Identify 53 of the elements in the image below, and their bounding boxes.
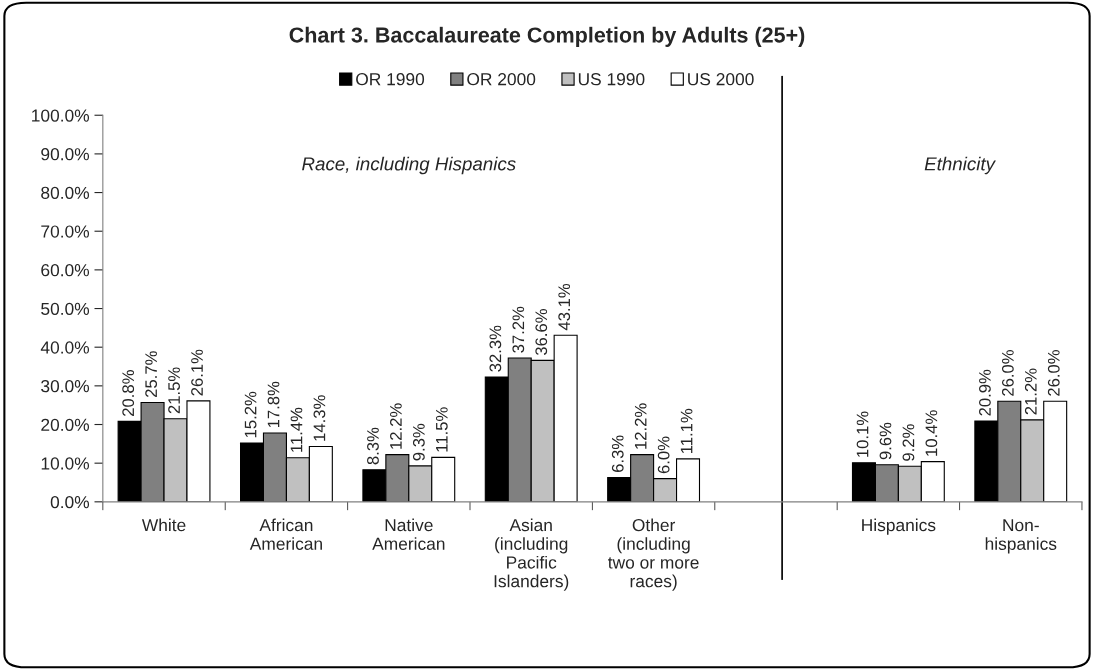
x-tick-label: White bbox=[141, 518, 186, 532]
data-label: 21.5% bbox=[168, 367, 180, 414]
y-tick-label: 60.0% bbox=[41, 264, 90, 277]
data-label: 26.1% bbox=[191, 349, 203, 396]
data-label: 20.9% bbox=[979, 369, 991, 416]
data-label: 15.2% bbox=[244, 391, 257, 438]
x-tick-label: Native American bbox=[372, 518, 445, 550]
data-label: 6.0% bbox=[657, 436, 670, 474]
y-tick-label: 80.0% bbox=[41, 186, 90, 200]
data-label: 10.4% bbox=[925, 410, 938, 456]
y-tick-label: 40.0% bbox=[40, 341, 90, 354]
data-label: 11.5% bbox=[435, 407, 448, 452]
legend-label: OR 2000 bbox=[467, 73, 536, 86]
legend-label: US 1990 bbox=[578, 73, 645, 86]
data-label: 10.1% bbox=[856, 411, 869, 457]
y-tick-label: 90.0% bbox=[41, 148, 90, 161]
data-label: 11.4% bbox=[290, 407, 303, 452]
data-label: 25.7% bbox=[145, 351, 158, 397]
data-label: 12.2% bbox=[390, 403, 402, 449]
data-label: 26.0% bbox=[1001, 350, 1014, 396]
data-label: 17.8% bbox=[267, 381, 280, 428]
x-tick-label: Hispanics bbox=[862, 518, 936, 535]
data-label: 20.8% bbox=[122, 370, 135, 416]
data-label: 21.2% bbox=[1024, 368, 1037, 415]
x-tick-label: Asian (including Pacific Islanders) bbox=[494, 518, 569, 591]
data-label: 36.6% bbox=[535, 309, 548, 356]
data-label: 11.1% bbox=[680, 408, 693, 454]
x-tick-label: Other (including two or more races) bbox=[608, 518, 699, 591]
data-label: 14.3% bbox=[313, 395, 326, 441]
data-label: 9.6% bbox=[879, 422, 892, 460]
data-label: 26.0% bbox=[1047, 350, 1060, 396]
data-label: 43.1% bbox=[558, 283, 571, 331]
chart-title: Chart 3. Baccalaureate Completion by Adults (25+) bbox=[289, 26, 805, 47]
x-tick-label: African American bbox=[249, 518, 322, 550]
y-tick-label: 20.0% bbox=[41, 418, 90, 431]
y-tick-label: 50.0% bbox=[41, 302, 90, 315]
y-tick-label: 70.0% bbox=[41, 225, 90, 238]
data-label: 12.2% bbox=[634, 403, 647, 449]
y-tick-label: 0.0% bbox=[50, 496, 90, 509]
annotation: Ethnicity bbox=[924, 156, 996, 175]
data-label: 9.2% bbox=[902, 424, 915, 461]
y-tick-label: 100.0% bbox=[32, 109, 90, 122]
data-label: 32.3% bbox=[489, 325, 502, 372]
data-label: 8.3% bbox=[367, 427, 379, 465]
data-label: 9.3% bbox=[412, 423, 425, 461]
data-label: 6.3% bbox=[611, 435, 624, 472]
annotation: Race, including Hispanics bbox=[302, 156, 516, 175]
legend-label: OR 1990 bbox=[356, 73, 425, 86]
y-tick-label: 30.0% bbox=[41, 380, 90, 393]
data-label: 37.2% bbox=[512, 306, 525, 353]
legend-label: US 2000 bbox=[688, 73, 754, 86]
x-tick-label: Non- hispanics bbox=[985, 519, 1057, 554]
y-tick-label: 10.0% bbox=[41, 457, 90, 470]
